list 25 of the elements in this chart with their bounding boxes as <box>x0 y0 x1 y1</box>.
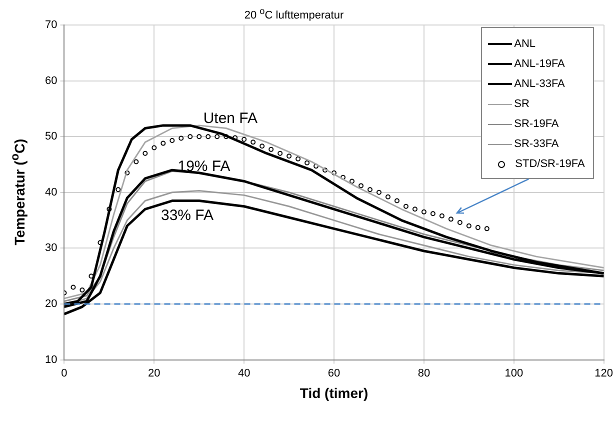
y-tick-label: 50 <box>44 130 58 143</box>
x-tick-label: 20 <box>148 367 160 380</box>
legend-label: ANL <box>514 38 536 50</box>
y-tick-label: 20 <box>44 298 58 310</box>
y-tick-label: 40 <box>44 186 58 198</box>
x-tick-label: 80 <box>418 367 430 380</box>
x-tick-label: 40 <box>238 367 250 380</box>
legend-label: SR <box>514 98 530 110</box>
y-tick-label: 60 <box>44 74 58 87</box>
y-tick-label: 10 <box>44 354 58 366</box>
annotation: Uten FA <box>203 110 258 128</box>
x-tick-label: 120 <box>594 367 614 380</box>
annotation: 33% FA <box>160 206 214 224</box>
x-tick-label: 0 <box>61 367 68 380</box>
x-tick-label: 60 <box>328 367 340 380</box>
legend-label: ANL-19FA <box>514 58 565 70</box>
y-tick-label: 70 <box>44 19 58 32</box>
legend-label: SR-19FA <box>514 118 559 130</box>
x-axis-title: Tid (timer) <box>300 384 368 401</box>
x-tick-label: 100 <box>504 367 524 380</box>
y-tick-label: 30 <box>44 242 58 254</box>
legend-label: SR-33FA <box>514 138 559 150</box>
chart-title: 20 $^{o}$C lufttemperatur <box>244 6 344 22</box>
legend-label: ANL-33FA <box>514 78 565 90</box>
legend-label: STD/SR-19FA <box>515 158 585 170</box>
